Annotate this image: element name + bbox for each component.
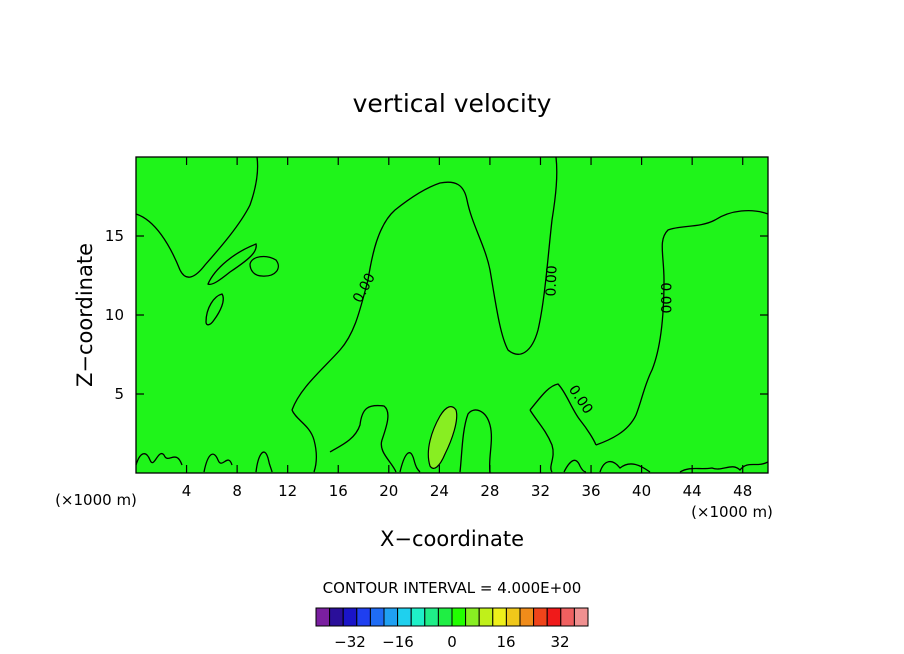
contour-line (291, 409, 317, 473)
colorbar-swatch (356, 607, 371, 627)
x-axis-label: X−coordinate (380, 527, 524, 551)
contour-line (529, 409, 554, 473)
contour-line (255, 451, 273, 473)
colorbar-tick-label: −16 (382, 633, 414, 651)
colorbar-swatch (560, 607, 575, 627)
colorbar-swatch (505, 607, 521, 627)
y-axis-ticks: 5 10 15 (105, 227, 768, 403)
colorbar-swatch (437, 607, 453, 627)
x-tick-label: 44 (683, 482, 702, 500)
contour-line (207, 243, 257, 286)
contour-line (135, 452, 183, 466)
x-tick-label: 16 (329, 482, 348, 500)
contour-line (399, 452, 421, 473)
colorbar-tick-label: 16 (496, 633, 515, 651)
colorbar-swatch (329, 607, 344, 627)
contour-line (249, 255, 279, 277)
x-tick-label: 32 (531, 482, 550, 500)
x-tick-label: 12 (278, 482, 297, 500)
x-tick-label: 24 (430, 482, 449, 500)
contour-interval-text: CONTOUR INTERVAL = 4.000E+00 (323, 579, 582, 597)
colorbar-swatch (546, 607, 562, 627)
colorbar-swatch (478, 607, 494, 627)
contour-line (329, 404, 397, 473)
x-tick-label: 28 (480, 482, 499, 500)
contour-line (205, 293, 224, 326)
y-tick-label: 5 (114, 385, 124, 403)
contour-line (291, 156, 558, 411)
x-axis-unit-right: (×1000 m) (691, 503, 773, 521)
contour-label: 0.00 (657, 282, 673, 313)
colorbar (315, 607, 589, 627)
colorbar-swatch (369, 607, 385, 627)
contour-line (459, 409, 493, 473)
x-axis-ticks: 4 8 12 16 20 24 28 32 36 40 44 48 (182, 157, 752, 500)
x-tick-label: 8 (232, 482, 242, 500)
x-axis-unit-left: (×1000 m) (55, 491, 137, 509)
chart-title: vertical velocity (353, 89, 552, 118)
contour-line (595, 209, 769, 446)
x-tick-label: 40 (632, 482, 651, 500)
contour-lines (135, 156, 769, 473)
x-tick-label: 48 (733, 482, 752, 500)
colorbar-labels: −32 −16 0 16 32 (334, 633, 569, 651)
colorbar-swatch (315, 607, 331, 627)
colorbar-swatch (573, 607, 589, 627)
colorbar-swatch (397, 607, 412, 627)
y-axis-label: Z−coordinate (73, 243, 97, 387)
contour-line (529, 383, 597, 446)
colorbar-swatch (533, 607, 548, 627)
colorbar-tick-label: −32 (334, 633, 366, 651)
y-tick-label: 15 (105, 227, 124, 245)
contour-region-positive (427, 406, 458, 469)
contour-line (203, 453, 233, 473)
colorbar-swatch (383, 607, 399, 627)
contour-line (563, 459, 587, 473)
colorbar-swatch (519, 607, 535, 627)
contour-line (135, 156, 259, 278)
colorbar-swatch (492, 607, 507, 627)
colorbar-swatch (424, 607, 439, 627)
x-tick-label: 20 (379, 482, 398, 500)
x-tick-label: 36 (581, 482, 600, 500)
colorbar-swatch (342, 607, 358, 627)
contour-label: 0.00 (543, 265, 560, 297)
x-tick-label: 4 (182, 482, 192, 500)
colorbar-swatch (410, 607, 426, 627)
contour-line (679, 461, 769, 473)
colorbar-tick-label: 32 (550, 633, 569, 651)
colorbar-swatch (465, 607, 480, 627)
colorbar-swatch (451, 607, 467, 627)
colorbar-tick-label: 0 (447, 633, 457, 651)
y-tick-label: 10 (105, 306, 124, 324)
